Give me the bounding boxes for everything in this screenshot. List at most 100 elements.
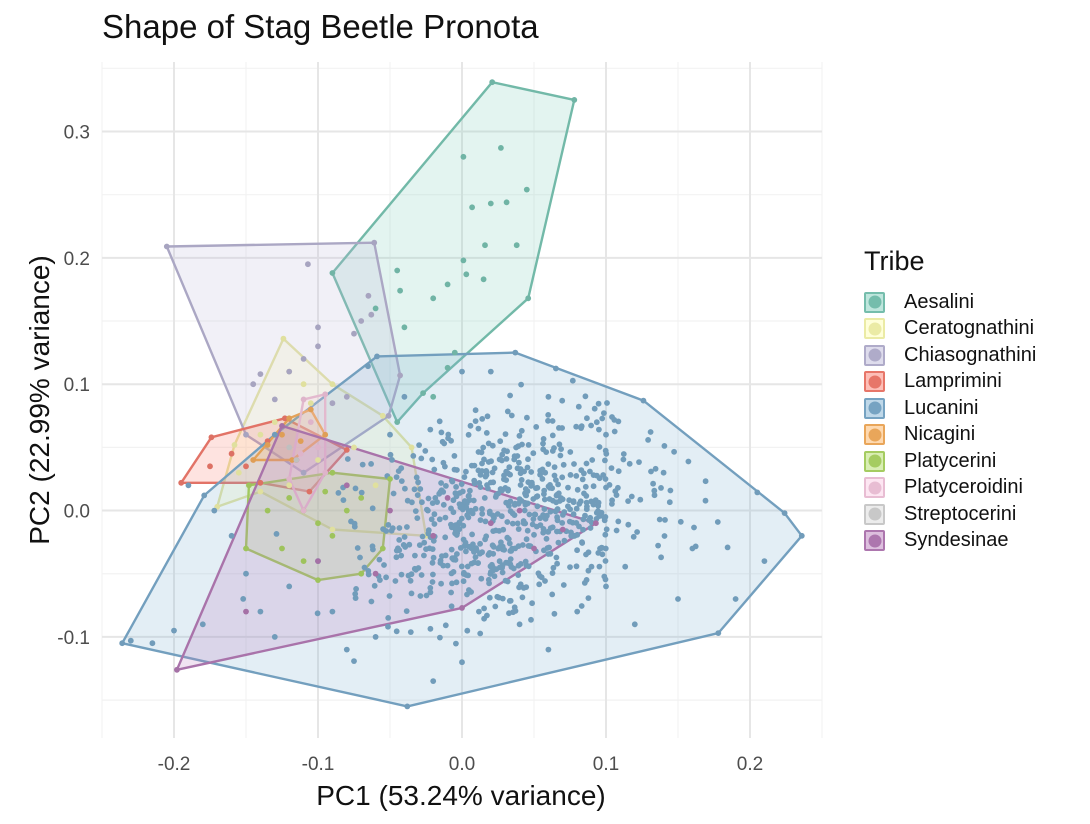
data-point [483,430,490,436]
data-point [280,335,287,342]
hull-platyceroidini [288,393,327,512]
data-point [359,461,366,468]
data-point [365,363,371,370]
data-point [340,497,347,503]
data-point [541,496,548,503]
data-point [368,311,375,318]
data-point [479,416,486,422]
data-point [351,658,357,664]
data-point [559,526,566,533]
data-point [648,468,654,475]
data-point [652,465,659,472]
data-point [637,496,644,503]
data-point [480,276,487,283]
data-point [551,610,558,617]
data-point [408,571,415,578]
data-point [655,542,661,549]
data-point [293,457,300,463]
data-point [554,517,561,524]
data-point [598,544,605,551]
data-point [513,444,519,451]
data-point [603,484,609,491]
data-point [567,472,574,478]
data-point [412,508,419,514]
legend-label: Nicagini [904,423,976,446]
data-point [400,542,407,548]
legend-dot [868,401,881,415]
data-point [487,200,494,207]
data-point [419,533,426,540]
data-point [486,508,493,515]
data-point [691,524,697,531]
data-point [387,507,393,514]
data-point [442,514,449,521]
legend-label: Aesalini [904,290,975,313]
data-point [583,577,590,583]
data-point [393,474,400,480]
data-point [573,505,580,512]
legend-key [864,344,885,366]
legend-item-platycerini: Platycerini [864,448,1036,475]
legend-key [864,530,885,552]
data-point [549,448,556,454]
data-point [671,448,677,455]
data-point [484,413,491,420]
data-point [413,474,420,481]
data-point [593,516,600,522]
data-point [417,593,424,599]
data-point [407,577,414,584]
data-point [567,506,573,513]
data-point [408,444,415,451]
data-point [496,558,503,565]
data-point [522,558,529,565]
data-point [575,403,582,410]
data-point [420,390,426,396]
data-point [430,571,436,578]
data-point [515,572,522,578]
data-point [496,564,503,571]
data-point [315,558,321,564]
data-point [489,542,496,549]
data-point [531,531,537,538]
data-point [387,451,394,458]
data-point [545,393,552,400]
data-point [449,580,455,587]
data-point [715,630,722,636]
data-point [580,526,586,533]
data-point [481,615,487,622]
data-point [436,418,443,425]
data-point [620,451,627,457]
data-point [464,591,470,598]
data-point [401,534,408,540]
data-point [352,485,359,492]
data-point [584,415,590,422]
data-point [479,510,486,517]
data-point [724,544,731,551]
data-point [570,511,577,518]
data-point [250,381,257,388]
data-point [523,492,530,499]
data-point [478,575,485,582]
data-point [552,508,559,515]
data-point [463,504,470,511]
data-point [528,469,535,475]
data-point [608,465,615,471]
data-point [520,585,527,591]
data-point [513,242,520,249]
data-point [555,490,562,497]
data-point [329,270,336,276]
data-point [540,440,546,447]
legend-key [864,318,885,340]
data-point [387,431,393,438]
data-point [465,493,472,500]
data-point [417,486,424,492]
legend-dot [868,507,881,521]
data-point [329,400,336,407]
data-point [440,562,447,569]
data-point [553,554,560,561]
data-point [385,412,392,419]
x-tick-label: 0.1 [593,754,619,775]
data-point [508,412,515,419]
data-point [459,605,465,611]
data-point [472,418,479,424]
